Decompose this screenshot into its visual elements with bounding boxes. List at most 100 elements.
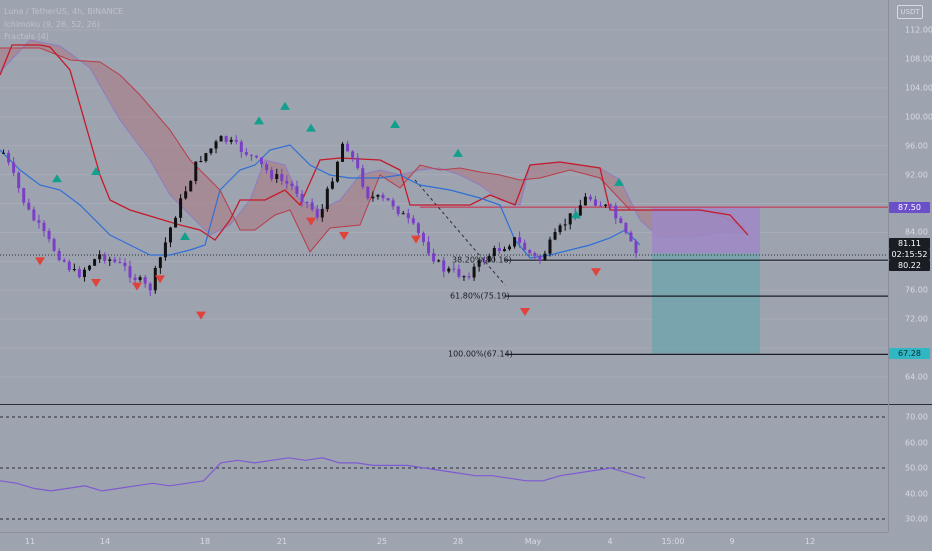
fractal-up-icon [614, 177, 624, 186]
candle [305, 201, 309, 203]
candle [77, 269, 81, 278]
candle [295, 186, 299, 194]
candle [492, 248, 496, 256]
oscillator-axis-label: 60.00 [905, 438, 928, 447]
candle [351, 151, 355, 158]
candle [416, 223, 420, 233]
candle [401, 213, 405, 215]
candle [315, 209, 319, 218]
time-axis-label: 14 [99, 537, 111, 546]
time-axis[interactable] [0, 532, 888, 551]
fractal-down-icon [35, 257, 45, 266]
candle [568, 213, 572, 225]
candle [12, 162, 16, 173]
candle [604, 204, 608, 206]
candle [583, 196, 587, 206]
candle [72, 269, 76, 271]
candle [452, 268, 456, 270]
candle [310, 202, 314, 210]
candle [487, 255, 491, 262]
candle [2, 152, 5, 154]
fractal-down-icon [155, 275, 165, 284]
candle [133, 277, 137, 280]
candle [194, 161, 198, 182]
candle [27, 202, 31, 210]
price-axis-label: 76.00 [905, 285, 928, 295]
oscillator-axis-label: 30.00 [905, 514, 928, 524]
candle [563, 224, 567, 226]
price-axis-label: 104.00 [905, 83, 932, 93]
candle [320, 209, 324, 218]
candle [22, 188, 26, 203]
candle [285, 180, 289, 184]
candle [361, 168, 365, 187]
time-axis-label: 12 [804, 537, 816, 546]
oscillator-axis-label: 70.00 [905, 412, 928, 422]
candle [17, 172, 21, 189]
time-axis-label: 9 [729, 537, 735, 546]
candle [411, 218, 415, 224]
fractal-down-icon [520, 307, 530, 316]
legend-fractals: Fractals (4) [4, 32, 49, 41]
previous-price-badge: 80.22 [889, 259, 930, 271]
candle [594, 199, 598, 206]
candle [168, 227, 172, 243]
candle [123, 262, 127, 267]
candle [204, 153, 208, 162]
oscillator-line [0, 457, 646, 492]
candle [335, 161, 339, 182]
oscillator-pane[interactable] [0, 405, 888, 532]
candle [477, 260, 481, 267]
currency-badge[interactable]: USDT [897, 5, 923, 19]
oscillator-axis-label: 50.00 [905, 463, 928, 473]
candle [406, 213, 410, 219]
candle [32, 209, 36, 221]
candle [396, 206, 400, 215]
candle [482, 260, 486, 262]
fractal-up-icon [453, 148, 463, 157]
candle [300, 193, 304, 202]
fractal-down-icon [339, 232, 349, 241]
price-axis-label: 92.00 [905, 170, 928, 180]
candle [462, 276, 466, 278]
time-axis-label: 21 [276, 537, 288, 546]
oscillator-chart[interactable] [0, 405, 888, 532]
candle [103, 254, 107, 261]
candle [280, 174, 284, 181]
legend-symbol: Luna / TetherUS, 4h, BINANCE [4, 7, 124, 16]
fractal-up-icon [254, 116, 264, 125]
candle [538, 255, 542, 261]
candle [629, 232, 633, 242]
price-chart-pane[interactable] [0, 0, 888, 404]
candle [229, 139, 233, 142]
candle [502, 249, 506, 252]
price-chart[interactable] [0, 0, 888, 404]
candle [381, 194, 385, 199]
candle [265, 164, 269, 171]
candle [427, 241, 431, 254]
pane-separator[interactable] [0, 404, 932, 405]
price-axis[interactable] [888, 0, 932, 532]
fractal-down-icon [306, 217, 316, 226]
candle [533, 253, 537, 256]
time-axis-label: 4 [607, 537, 613, 546]
candle [93, 259, 97, 266]
candle [224, 136, 228, 142]
candle [234, 139, 238, 142]
candle [558, 225, 562, 233]
time-axis-label: 15:00 [661, 537, 685, 546]
candle [88, 265, 92, 270]
candle [341, 143, 345, 162]
candle [330, 181, 334, 189]
candle [447, 268, 451, 272]
time-axis-label: May [524, 537, 542, 546]
fib-level-label: 100.00%(67.14) [448, 349, 513, 359]
candle [199, 161, 203, 163]
fractal-down-icon [132, 282, 142, 291]
price-axis-label: 112.00 [905, 25, 932, 35]
fractal-down-icon [91, 279, 101, 288]
fractal-up-icon [180, 232, 190, 241]
countdown-badge: 02:15:52 [889, 248, 930, 260]
candle [371, 196, 375, 199]
candle [108, 259, 112, 261]
